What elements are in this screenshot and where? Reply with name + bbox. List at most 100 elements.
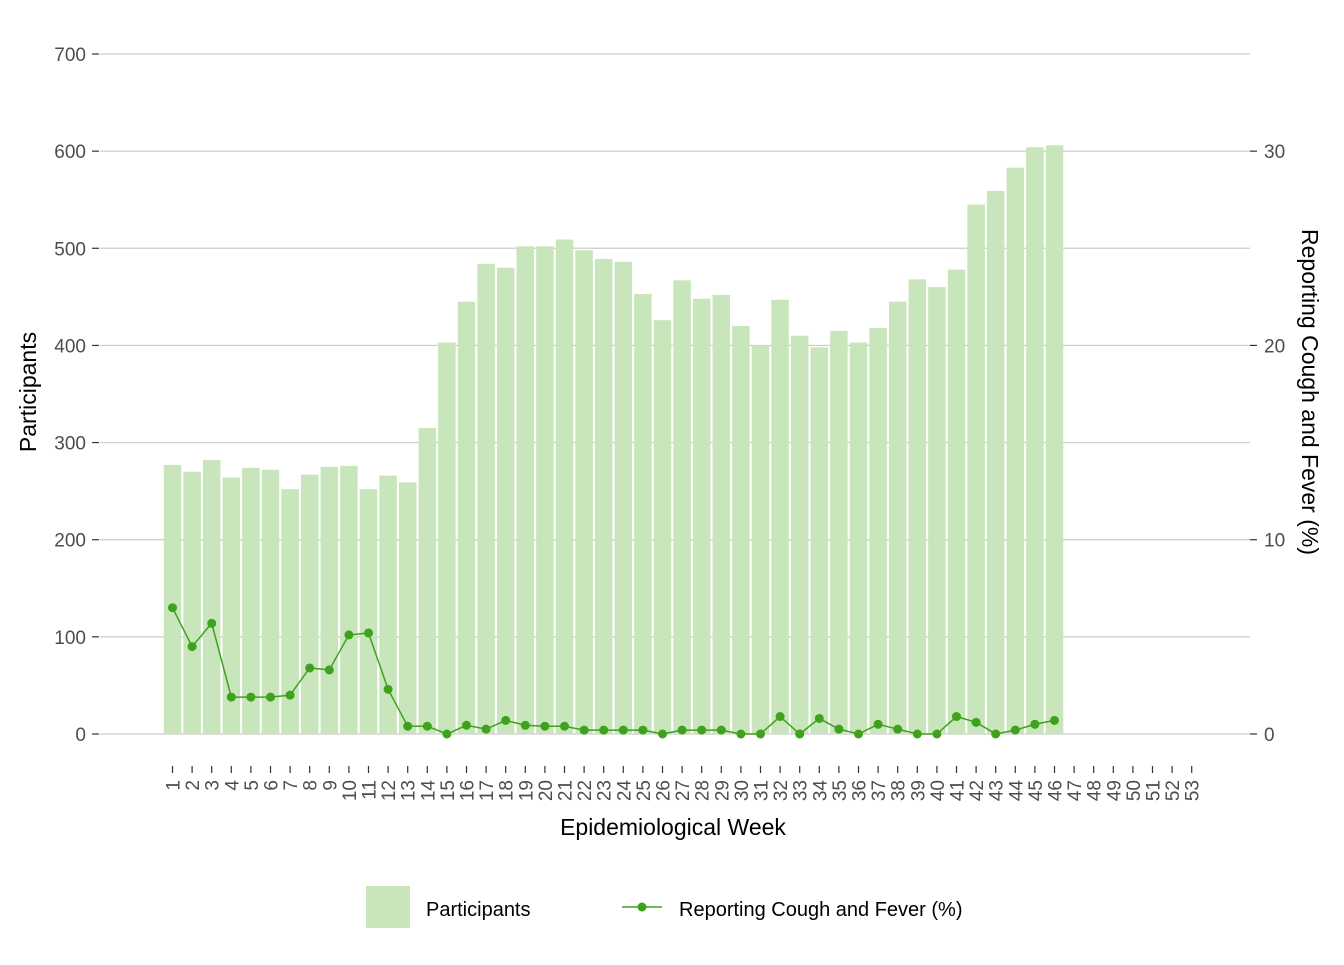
- x-tick-label: 47: [1065, 780, 1086, 801]
- x-tick-label: 4: [222, 780, 243, 791]
- legend-label-participants: Participants: [426, 899, 531, 921]
- x-tick-label: 33: [791, 780, 812, 801]
- bar: [242, 467, 260, 734]
- bar: [379, 475, 397, 734]
- data-point: [697, 725, 707, 735]
- data-point: [481, 724, 491, 734]
- data-point: [462, 720, 471, 730]
- x-tick-label: 11: [360, 780, 381, 800]
- bar: [692, 298, 711, 734]
- bar: [967, 204, 985, 735]
- bar: [536, 246, 554, 735]
- bar: [790, 335, 809, 734]
- bar: [183, 471, 201, 734]
- bar: [869, 327, 887, 734]
- data-point: [168, 603, 177, 613]
- x-tick-label: 49: [1104, 780, 1125, 801]
- y2-tick-label: 0: [1264, 725, 1275, 746]
- data-point: [893, 724, 903, 734]
- data-point: [442, 729, 452, 739]
- data-point: [579, 725, 589, 735]
- x-tick-label: 27: [673, 780, 694, 801]
- x-tick-label: 20: [536, 780, 557, 801]
- x-tick-label: 17: [477, 780, 498, 801]
- x-tick-label: 10: [340, 780, 361, 801]
- bar-series: [163, 145, 1064, 735]
- data-point: [736, 729, 746, 739]
- data-point: [873, 719, 883, 729]
- bar: [732, 326, 750, 734]
- x-tick-label: 8: [301, 780, 322, 791]
- x-tick-label: 30: [732, 780, 753, 801]
- data-point: [1010, 725, 1020, 735]
- data-point: [207, 618, 217, 628]
- bar: [908, 279, 927, 734]
- bar: [1045, 145, 1064, 735]
- data-point: [912, 729, 922, 739]
- x-tick-label: 34: [810, 780, 831, 802]
- bar: [928, 287, 946, 734]
- bar: [1026, 147, 1044, 734]
- bar: [300, 474, 319, 734]
- bar: [634, 293, 652, 734]
- x-tick-label: 12: [379, 780, 400, 801]
- data-point: [422, 721, 432, 731]
- data-point: [187, 642, 197, 652]
- y-axis-title: Participants: [15, 332, 41, 452]
- x-tick-label: 1: [164, 780, 185, 791]
- legend-bar-swatch: [366, 886, 410, 928]
- bar: [202, 460, 221, 734]
- data-point: [1030, 719, 1040, 729]
- x-tick-label: 50: [1124, 780, 1145, 801]
- x-tick-label: 14: [418, 780, 439, 802]
- x-tick-label: 43: [987, 780, 1008, 801]
- x-tick-label: 29: [712, 780, 733, 801]
- data-point: [540, 721, 550, 731]
- y-tick-label: 0: [75, 725, 86, 746]
- bar: [477, 263, 495, 734]
- data-point: [599, 725, 609, 735]
- y2-tick-label: 20: [1264, 336, 1285, 357]
- x-tick-label: 40: [928, 780, 949, 801]
- y2-axis-title: Reporting Cough and Fever (%): [1297, 229, 1323, 555]
- bar: [712, 294, 731, 734]
- data-point: [344, 630, 354, 640]
- data-point: [285, 690, 295, 700]
- bar: [418, 428, 437, 734]
- x-tick-label: 39: [908, 780, 929, 801]
- data-point: [520, 720, 530, 730]
- data-point: [716, 725, 726, 735]
- x-tick-label: 51: [1144, 780, 1165, 801]
- bar: [438, 342, 456, 734]
- data-point: [932, 729, 942, 739]
- bar: [457, 301, 476, 734]
- bar: [594, 258, 613, 734]
- x-tick-label: 53: [1183, 780, 1204, 801]
- legend-line-point: [637, 902, 647, 912]
- x-tick-label: 15: [438, 780, 459, 801]
- x-tick-label: 6: [262, 780, 283, 791]
- bar: [673, 280, 691, 734]
- data-point: [775, 712, 785, 722]
- bar: [222, 477, 241, 734]
- data-point: [814, 713, 824, 723]
- series-line: [171, 607, 1055, 735]
- x-tick-label: 42: [967, 780, 988, 801]
- data-point: [226, 692, 236, 702]
- x-tick-label: 45: [1026, 780, 1047, 801]
- x-tick-label: 38: [889, 780, 910, 801]
- y-tick-label: 700: [54, 45, 86, 66]
- bar: [986, 190, 1005, 734]
- x-tick-label: 9: [320, 780, 341, 791]
- x-tick-label: 23: [595, 780, 616, 801]
- data-point: [305, 663, 315, 673]
- x-tick-label: 32: [771, 780, 792, 801]
- x-tick-label: 36: [850, 780, 871, 801]
- legend-label-cough-fever: Reporting Cough and Fever (%): [679, 899, 962, 921]
- x-tick-label: 37: [869, 780, 890, 801]
- bar: [575, 250, 593, 734]
- bar: [1006, 167, 1025, 734]
- data-point: [266, 692, 275, 702]
